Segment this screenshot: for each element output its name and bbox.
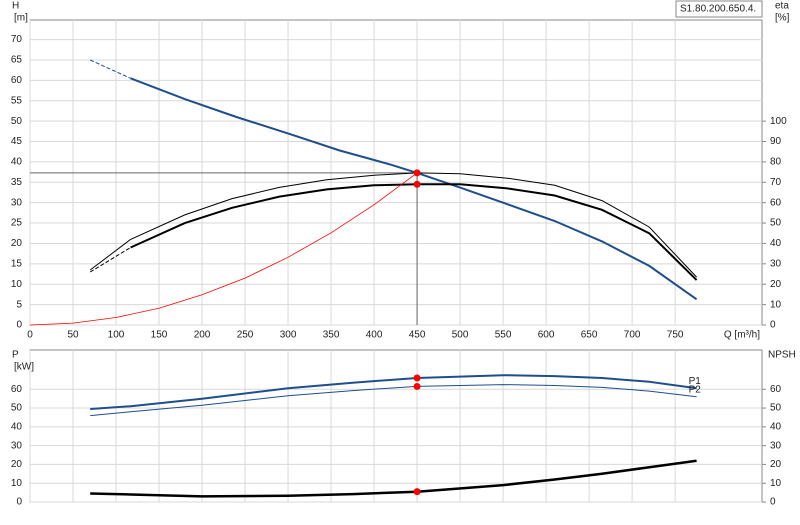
duty-point [413, 488, 421, 496]
x-tick-label: 350 [323, 330, 340, 341]
y2-tick-label: 50 [770, 403, 782, 414]
x-tick-label: 500 [452, 330, 469, 341]
y2-tick-label: 50 [770, 218, 782, 229]
y-tick-label: 35 [11, 177, 23, 188]
y-tick-label: 25 [11, 218, 23, 229]
y2-tick-label: 10 [770, 478, 782, 489]
x-tick-label: 150 [151, 330, 168, 341]
x-tick-label: 650 [581, 330, 598, 341]
x-tick-label: 400 [366, 330, 383, 341]
y-tick-label: 10 [11, 478, 23, 489]
y2-tick-label: 40 [770, 238, 782, 249]
y-tick-label: 50 [11, 116, 23, 127]
y2-tick-label: 90 [770, 136, 782, 147]
y2-tick-label: 100 [770, 116, 787, 127]
y-tick-label: 30 [11, 197, 23, 208]
title-box [675, 0, 763, 18]
x-tick-label: 200 [194, 330, 211, 341]
axis-label: H [12, 1, 19, 12]
duty-point [413, 382, 421, 390]
y-tick-label: 0 [16, 320, 22, 331]
y-tick-label: 10 [11, 279, 23, 290]
y-tick-label: 45 [11, 136, 23, 147]
y-tick-label: 70 [11, 34, 23, 45]
series-line [29, 172, 418, 326]
y2-tick-label: 20 [770, 279, 782, 290]
x-tick-label: 50 [67, 330, 79, 341]
axis-label: NPSH [768, 350, 796, 361]
axis-label: eta [775, 1, 789, 12]
series-line [89, 59, 131, 79]
series-line [90, 374, 697, 410]
y-tick-label: 15 [11, 258, 23, 269]
y2-tick-label: 60 [770, 384, 782, 395]
y2-tick-label: 0 [770, 320, 776, 331]
series-line [89, 172, 697, 278]
duty-point [413, 374, 421, 382]
axis-label: [m] [14, 13, 28, 24]
x-tick-label: 700 [624, 330, 641, 341]
y-tick-label: 5 [16, 299, 22, 310]
y-tick-label: 60 [11, 384, 23, 395]
x-tick-label: 750 [667, 330, 684, 341]
y-tick-label: 40 [11, 421, 23, 432]
y2-tick-label: 0 [770, 497, 776, 508]
y2-tick-label: 40 [770, 421, 782, 432]
x-tick-label: 550 [495, 330, 512, 341]
x-tick-label: 250 [237, 330, 254, 341]
y-tick-label: 30 [11, 440, 23, 451]
duty-point [413, 180, 421, 188]
y2-tick-label: 20 [770, 459, 782, 470]
axis-label: [kW] [14, 362, 34, 373]
y-tick-label: 20 [11, 238, 23, 249]
y2-tick-label: 70 [770, 177, 782, 188]
y2-tick-label: 30 [770, 258, 782, 269]
y-tick-label: 55 [11, 95, 23, 106]
series-line [130, 77, 698, 301]
x-tick-label: 100 [108, 330, 125, 341]
y-tick-label: 0 [16, 497, 22, 508]
y-tick-label: 65 [11, 55, 23, 66]
y2-tick-label: 80 [770, 157, 782, 168]
x-tick-label: 0 [27, 330, 33, 341]
chart-title: S1.80.200.650.4. [680, 4, 756, 15]
series-label: P2 [689, 384, 702, 395]
axis-label: [%] [775, 13, 790, 24]
series-line [90, 459, 697, 498]
axis-label: P [12, 350, 19, 361]
series-label: P1 [689, 376, 702, 387]
y-tick-label: 60 [11, 75, 23, 86]
y2-tick-label: 30 [770, 440, 782, 451]
y-tick-label: 20 [11, 459, 23, 470]
series-line [130, 183, 698, 281]
duty-point [413, 169, 421, 177]
series-line [89, 247, 131, 273]
y-tick-label: 50 [11, 403, 23, 414]
y-tick-label: 40 [11, 157, 23, 168]
x-tick-label: 300 [280, 330, 297, 341]
y2-tick-label: 60 [770, 197, 782, 208]
y2-tick-label: 10 [770, 299, 782, 310]
x-tick-label: 600 [538, 330, 555, 341]
x-tick-label: 450 [409, 330, 426, 341]
plot-frame [29, 349, 763, 503]
x-axis-label: Q [m³/h] [724, 330, 760, 341]
